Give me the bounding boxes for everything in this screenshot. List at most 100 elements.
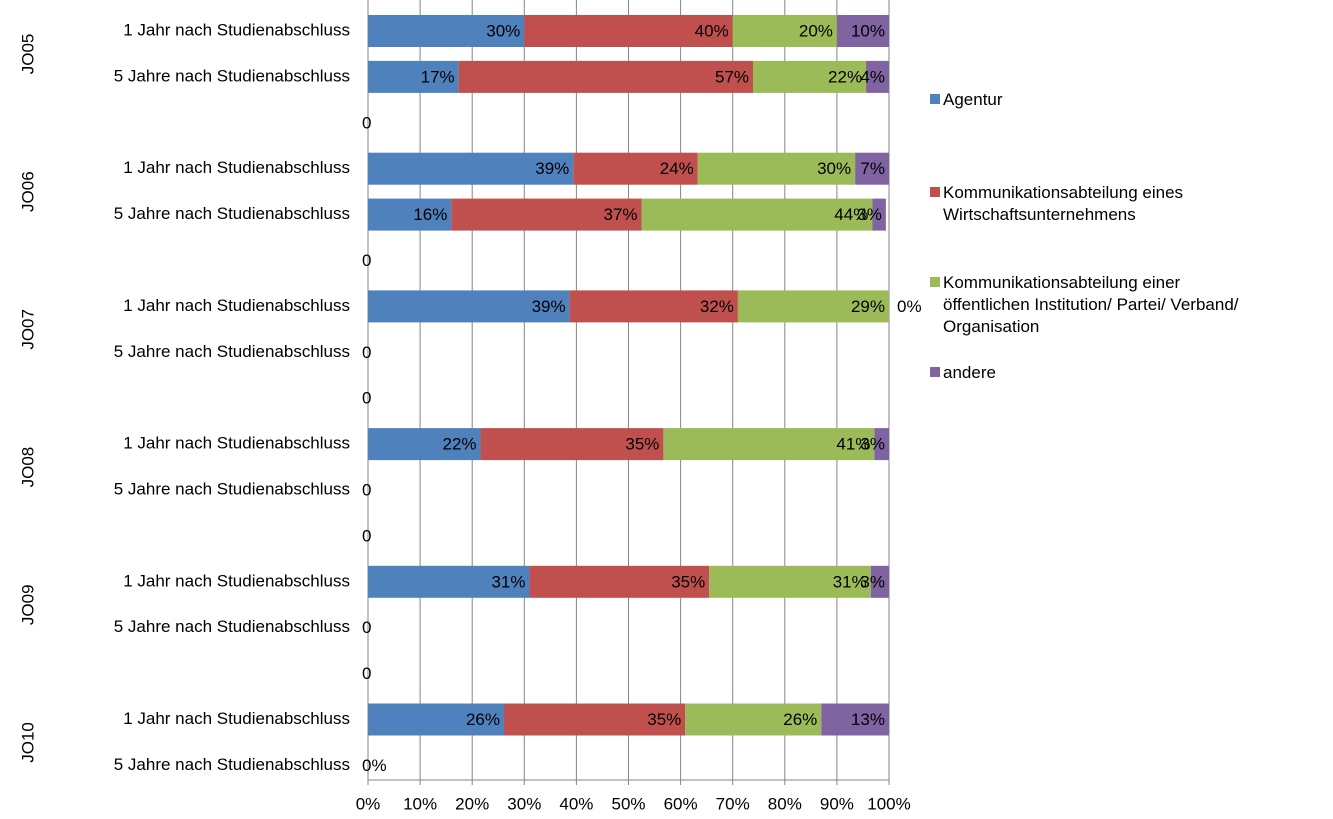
data-label: 57%	[715, 67, 749, 86]
data-label: 30%	[817, 159, 851, 178]
x-tick-label: 30%	[507, 794, 541, 813]
y-category-label: 5 Jahre nach Studienabschluss	[114, 204, 350, 223]
bar-segment[interactable]	[663, 428, 875, 461]
bar-segment[interactable]	[709, 565, 871, 598]
y-category-label: 1 Jahr nach Studienabschluss	[123, 158, 350, 177]
bar-segment[interactable]	[866, 60, 889, 93]
y-category-label: 1 Jahr nach Studienabschluss	[123, 434, 350, 453]
data-label: 26%	[783, 710, 817, 729]
x-tick-label: 90%	[820, 794, 854, 813]
data-label: 39%	[532, 297, 566, 316]
y-group-label: JO10	[18, 722, 37, 763]
spacer-row-label: 0	[362, 113, 371, 132]
legend-item-andere[interactable]: andere	[930, 362, 996, 384]
legend-label: andere	[943, 363, 996, 382]
y-group-label: JO05	[18, 34, 37, 75]
y-category-label: 5 Jahre nach Studienabschluss	[114, 66, 350, 85]
legend-item-wirtschaft[interactable]: Kommunikationsabteilung eines Wirtschaft…	[930, 182, 1183, 226]
empty-row-value-label: 0	[362, 618, 371, 637]
y-category-label: 5 Jahre nach Studienabschluss	[114, 755, 350, 774]
bar-segment[interactable]	[368, 290, 570, 323]
data-label: 10%	[851, 21, 885, 40]
spacer-row-label: 0	[362, 389, 371, 408]
bar-segment[interactable]	[874, 428, 889, 461]
y-category-label: 1 Jahr nach Studienabschluss	[123, 296, 350, 315]
bar-segment[interactable]	[368, 15, 525, 47]
legend-swatch	[930, 94, 940, 104]
bar-segment[interactable]	[524, 15, 733, 47]
data-label: 24%	[660, 159, 694, 178]
spacer-row-label: 0	[362, 526, 371, 545]
legend-swatch	[930, 367, 940, 377]
bar-segment[interactable]	[870, 565, 889, 598]
x-tick-label: 70%	[716, 794, 750, 813]
x-tick-label: 100%	[867, 794, 910, 813]
empty-row-value-label: 0%	[362, 756, 387, 775]
spacer-row-label: 0	[362, 251, 371, 270]
data-label: 13%	[851, 710, 885, 729]
bar-segment[interactable]	[368, 428, 481, 461]
legend-label: Kommunikationsabteilung einer öffentlich…	[943, 273, 1239, 336]
x-tick-label: 10%	[403, 794, 437, 813]
y-group-label: JO06	[18, 171, 37, 212]
data-label: 3%	[857, 205, 882, 224]
bar-segment[interactable]	[836, 15, 889, 47]
bar-segment[interactable]	[573, 152, 698, 185]
bar-segment[interactable]	[458, 60, 754, 93]
bar-segment[interactable]	[732, 15, 837, 47]
legend-label: Kommunikationsabteilung eines Wirtschaft…	[943, 183, 1184, 224]
data-label: 35%	[671, 572, 705, 591]
bar-segment[interactable]	[529, 565, 710, 598]
bar-segment[interactable]	[855, 152, 889, 185]
data-label: 40%	[695, 21, 729, 40]
legend-swatch	[930, 187, 940, 197]
data-label: 26%	[466, 710, 500, 729]
bar-segment[interactable]	[641, 198, 873, 231]
bar-segment[interactable]	[737, 290, 889, 323]
y-group-label: JO09	[18, 584, 37, 625]
data-label: 29%	[851, 297, 885, 316]
data-label: 41%	[836, 435, 870, 454]
data-label: 17%	[421, 67, 455, 86]
y-category-label: 1 Jahr nach Studienabschluss	[123, 571, 350, 590]
bar-segment[interactable]	[480, 428, 664, 461]
data-label: 22%	[443, 435, 477, 454]
data-label: 35%	[647, 710, 681, 729]
y-category-label: 1 Jahr nach Studienabschluss	[123, 20, 350, 39]
bar-segment[interactable]	[368, 565, 530, 598]
bar-segment[interactable]	[697, 152, 856, 185]
y-group-label: JO08	[18, 447, 37, 488]
bar-segment[interactable]	[368, 152, 574, 185]
bar-segment[interactable]	[451, 198, 642, 231]
y-group-label: JO07	[18, 309, 37, 350]
x-tick-label: 20%	[455, 794, 489, 813]
bar-segment[interactable]	[753, 60, 867, 93]
x-tick-label: 40%	[559, 794, 593, 813]
legend-item-agentur[interactable]: Agentur	[930, 89, 1003, 111]
data-label: 22%	[828, 67, 862, 86]
bar-segment[interactable]	[821, 703, 889, 736]
data-label: 3%	[860, 572, 885, 591]
data-label: 31%	[491, 572, 525, 591]
empty-row-value-label: 0	[362, 480, 371, 499]
bar-segment[interactable]	[685, 703, 822, 736]
spacer-row-label: 0	[362, 664, 371, 683]
data-label: 7%	[860, 159, 885, 178]
legend-label: Agentur	[943, 90, 1003, 109]
bar-segment[interactable]	[503, 703, 686, 736]
bar-segment[interactable]	[569, 290, 738, 323]
data-label: 37%	[603, 205, 637, 224]
legend-item-oeffentlich[interactable]: Kommunikationsabteilung einer öffentlich…	[930, 272, 1239, 338]
x-tick-label: 80%	[768, 794, 802, 813]
bar-segment[interactable]	[872, 198, 886, 231]
y-category-label: 5 Jahre nach Studienabschluss	[114, 342, 350, 361]
legend-swatch	[930, 277, 940, 287]
data-label: 3%	[860, 435, 885, 454]
bar-segment[interactable]	[368, 60, 459, 93]
bar-segment[interactable]	[368, 703, 504, 736]
y-category-label: 5 Jahre nach Studienabschluss	[114, 479, 350, 498]
data-label: 30%	[486, 21, 520, 40]
data-label: 39%	[535, 159, 569, 178]
x-tick-label: 50%	[611, 794, 645, 813]
bar-segment[interactable]	[368, 198, 452, 231]
